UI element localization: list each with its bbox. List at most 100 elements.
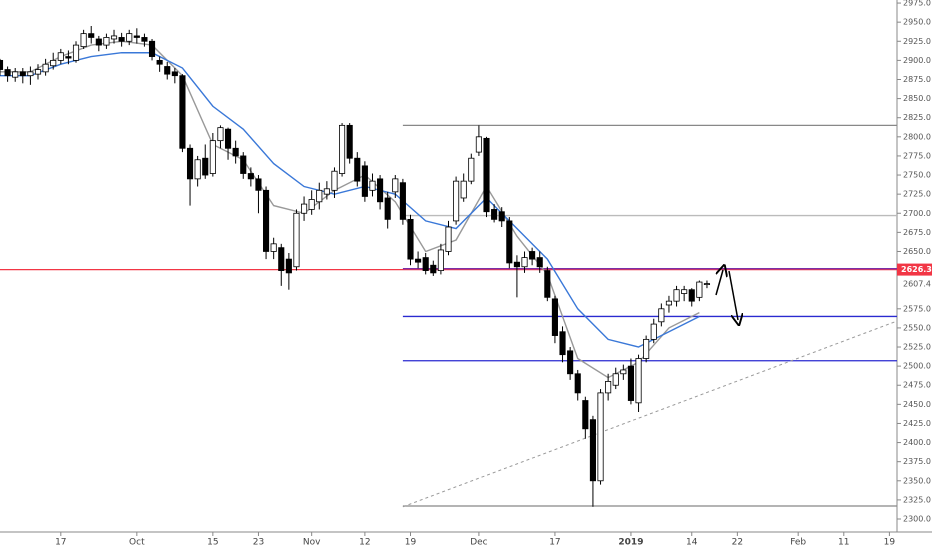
candle-body (339, 124, 346, 174)
candle-body (354, 157, 361, 182)
candle-body (262, 189, 270, 252)
y-tick-label: 2350.0 (903, 476, 931, 485)
candle-body (551, 298, 558, 336)
candle-body (346, 124, 353, 159)
y-tick-label: 2450.0 (903, 400, 931, 409)
candle-body (567, 350, 574, 375)
y-tick-label: 2400.0 (903, 438, 931, 447)
y-tick-label: 2775.0 (903, 151, 931, 160)
candle-body (316, 189, 323, 203)
candle-body (453, 180, 460, 222)
candle-body (95, 38, 102, 46)
candle-body (65, 56, 72, 59)
candle-body (141, 37, 148, 42)
candle-body (521, 257, 528, 268)
trend-line (402, 320, 898, 508)
y-tick-label: 2325.0 (903, 495, 931, 504)
candle-body (430, 264, 437, 274)
candle-body (247, 173, 254, 180)
candle-body (627, 365, 635, 401)
candle-body (34, 69, 42, 75)
down-arrow (728, 270, 738, 320)
candle-body (620, 369, 627, 375)
y-tick-label: 2875.0 (903, 75, 931, 84)
candle-body (658, 308, 665, 323)
candle-body (574, 373, 581, 394)
up-arrow (715, 270, 723, 296)
candle-body (483, 137, 490, 213)
candle-body (103, 37, 110, 46)
candle-body (612, 373, 619, 386)
x-tick-label: 23 (253, 538, 264, 548)
y-tick-label: 2975.0 (903, 0, 931, 8)
x-tick-label: 2019 (618, 538, 643, 548)
candle-body (293, 212, 300, 268)
candle-body (696, 281, 703, 298)
x-tick-label: Nov (303, 538, 321, 548)
plot-area (0, 25, 898, 508)
candle-body (673, 289, 680, 302)
candle-body (445, 226, 452, 252)
candle-body (308, 199, 315, 210)
candle-body (361, 165, 368, 197)
candle-body (498, 211, 505, 222)
moving-average (0, 52, 700, 348)
candle-body (148, 40, 156, 57)
y-tick-label: 2300.0 (903, 515, 931, 524)
candle-body (255, 178, 262, 191)
y-tick-label: 2650.0 (903, 247, 931, 256)
x-tick-label: 17 (549, 538, 560, 548)
candle-body (186, 147, 194, 180)
candle-body (650, 323, 657, 340)
y-tick-label: 2850.0 (903, 94, 931, 103)
x-tick-label: Dec (470, 538, 487, 548)
candle-body (19, 71, 26, 77)
candle-body (88, 33, 95, 38)
candle-body (437, 249, 444, 271)
candle-body (27, 71, 34, 77)
x-tick-label: 12 (359, 538, 370, 548)
price-label: 2626.3 (901, 265, 932, 274)
y-tick-label: 2475.0 (903, 381, 931, 390)
y-tick-label: 2500.0 (903, 362, 931, 371)
x-tick-label: 11 (838, 538, 849, 548)
candle-body (270, 243, 277, 252)
candle-body (42, 63, 49, 73)
price-label-box (897, 263, 932, 276)
candle-body (597, 392, 604, 482)
y-tick-label: 2950.0 (903, 18, 931, 27)
candle-body (506, 220, 513, 264)
candle-body (323, 188, 330, 195)
candle-body (126, 33, 133, 42)
y-tick-label: 2825.0 (903, 113, 931, 122)
y-tick-label: 2900.0 (903, 56, 931, 65)
candle-body (529, 251, 536, 260)
moving-average (0, 40, 700, 379)
candle-body (110, 35, 118, 40)
y-tick-label: 2750.0 (903, 171, 931, 180)
y-tick-label: 2375.0 (903, 457, 931, 466)
x-tick-label: 22 (732, 538, 743, 548)
y-tick-label: 2725.0 (903, 190, 931, 199)
y-tick-label: 2425.0 (903, 419, 931, 428)
candle-body (559, 331, 566, 356)
candle-body (156, 59, 163, 65)
x-tick-label: 19 (405, 538, 417, 548)
candle-body (536, 257, 543, 268)
candle-body (202, 157, 209, 176)
candle-body (582, 400, 589, 430)
candle-body (240, 155, 247, 174)
candle-body (415, 258, 422, 263)
x-tick-label: 14 (686, 538, 698, 548)
candle-body (0, 59, 4, 70)
candle-body (72, 44, 80, 61)
candle-body (399, 182, 406, 220)
y-tick-label: 2925.0 (903, 37, 931, 46)
candle-body (133, 35, 140, 38)
candle-body (468, 157, 475, 182)
x-tick-label: 19 (884, 538, 896, 548)
candle-body (544, 270, 551, 298)
candle-body (460, 180, 467, 199)
candle-body (171, 71, 178, 77)
